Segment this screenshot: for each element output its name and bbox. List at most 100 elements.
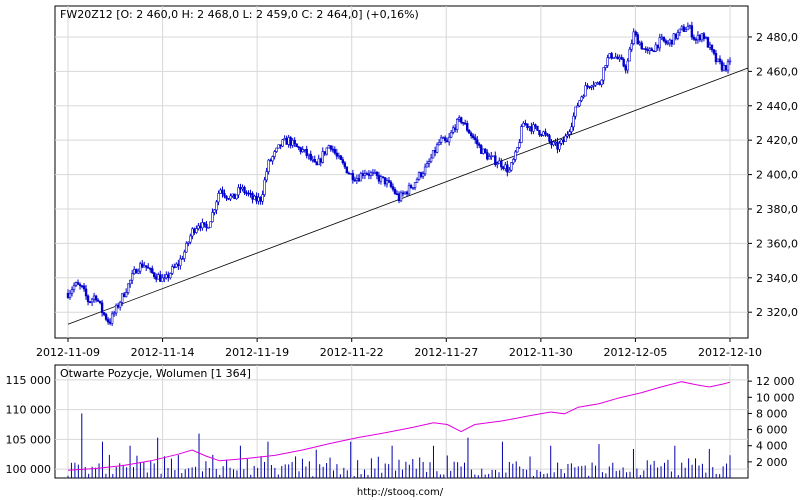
candle-body	[195, 228, 198, 233]
candle-body	[183, 251, 186, 259]
candle-body	[451, 127, 455, 133]
candle-body	[702, 33, 706, 40]
volume-tick-label: 2 000	[756, 456, 788, 469]
candle-body	[405, 191, 409, 195]
candle-body	[213, 209, 216, 213]
candle-body	[470, 133, 473, 137]
candle-body	[466, 123, 469, 131]
candle-body	[588, 86, 591, 88]
candle-body	[303, 148, 306, 151]
candle-body	[227, 198, 230, 200]
candle-body	[682, 26, 686, 32]
candle-body	[502, 166, 505, 169]
candle-body	[433, 150, 437, 153]
candle-body	[126, 283, 130, 293]
candle-body	[706, 37, 710, 48]
candle-body	[660, 36, 663, 39]
candle-body	[263, 179, 266, 195]
candle-body	[407, 185, 411, 195]
candle-body	[427, 161, 431, 164]
candle-body	[656, 44, 659, 49]
candle-body	[401, 192, 405, 195]
candle-body	[389, 181, 393, 187]
candle-body	[106, 319, 110, 323]
candle-body	[383, 177, 387, 185]
candle-body	[618, 57, 621, 60]
price-chart-panel: 2 320,0 2 340,0 2 360,0 2 380,0 2 400,0 2 420…	[36, 5, 798, 359]
candle-body	[602, 67, 605, 81]
candle-body	[335, 152, 339, 157]
candle-body	[443, 137, 447, 141]
candle-body	[435, 144, 439, 153]
candle-body	[494, 155, 497, 165]
price-tick-label: 2 320,0	[756, 306, 798, 319]
candle-body	[277, 144, 280, 149]
candle-body	[598, 82, 601, 85]
candle-body	[574, 106, 577, 117]
candle-body	[582, 95, 585, 98]
candle-body	[185, 243, 188, 253]
candle-body	[393, 189, 397, 194]
candle-body	[463, 123, 467, 125]
candle-body	[447, 136, 451, 143]
candle-body	[327, 145, 330, 149]
candle-body	[614, 56, 617, 59]
candle-body	[305, 148, 308, 156]
candle-body	[508, 169, 511, 173]
candle-body	[177, 263, 180, 266]
candle-body	[114, 304, 118, 314]
candle-body	[233, 193, 236, 200]
candle-body	[608, 53, 611, 59]
candle-body	[116, 304, 120, 308]
candle-body	[345, 166, 349, 174]
candle-body	[241, 187, 244, 190]
candle-body	[371, 172, 375, 174]
candle-body	[700, 33, 704, 41]
candle-body	[68, 292, 72, 298]
candle-body	[373, 171, 377, 174]
candle-body	[219, 189, 222, 194]
candle-body	[265, 171, 268, 181]
candle-body	[249, 193, 252, 195]
candle-body	[175, 263, 178, 268]
candle-body	[141, 263, 144, 268]
candle-body	[313, 158, 316, 163]
candle-body	[488, 156, 491, 160]
candle-body	[273, 151, 276, 157]
candle-body	[654, 44, 657, 52]
candle-body	[425, 163, 429, 168]
candle-body	[500, 160, 503, 168]
sub-title: Otwarte Pozycje, Wolumen [1 364]	[60, 367, 251, 380]
candle-body	[550, 141, 553, 146]
candle-body	[584, 85, 587, 97]
candle-body	[271, 156, 274, 162]
candle-body	[461, 122, 465, 124]
candle-body	[650, 48, 653, 52]
candle-body	[728, 60, 732, 63]
candle-body	[457, 117, 461, 120]
candle-body	[670, 39, 674, 45]
candle-body	[640, 42, 643, 50]
candle-body	[528, 126, 531, 128]
candle-body	[726, 61, 730, 71]
candle-body	[349, 173, 353, 175]
candle-body	[137, 270, 140, 274]
candle-body	[387, 180, 391, 183]
candle-body	[96, 299, 100, 302]
candle-body	[104, 314, 108, 320]
candle-body	[307, 153, 310, 156]
candle-body	[480, 145, 483, 154]
price-chart-frame	[54, 5, 749, 339]
candle-body	[82, 285, 86, 290]
candle-body	[245, 192, 248, 195]
candle-body	[201, 222, 204, 229]
candle-body	[283, 138, 286, 141]
candle-body	[333, 149, 337, 154]
candle-body	[163, 277, 166, 280]
candle-body	[694, 38, 698, 41]
candle-body	[620, 57, 623, 60]
candle-body	[482, 148, 485, 154]
candle-body	[606, 57, 609, 66]
candle-body	[147, 266, 150, 269]
